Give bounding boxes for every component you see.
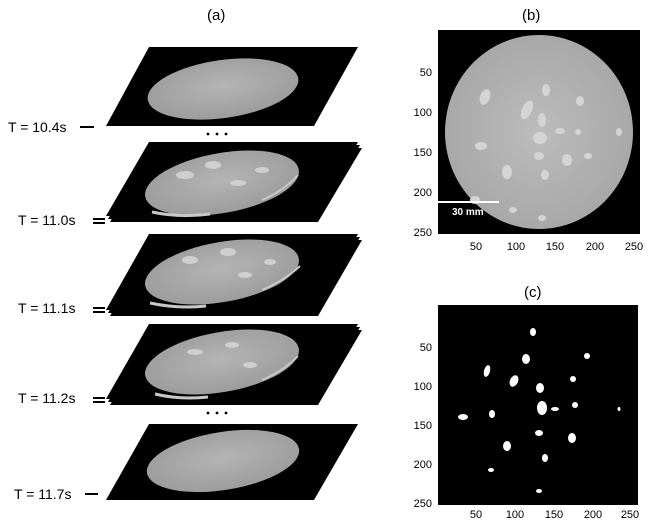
panel-b-y-ticks: 50 100 150 200 250	[414, 67, 432, 239]
panel-c-y-tick: 200	[414, 459, 432, 471]
time-label-2: T = 11.0s	[18, 212, 105, 228]
time-label-3: T = 11.1s	[18, 300, 105, 316]
ellipsis-dots-1	[206, 132, 228, 136]
time-label-4: T = 11.2s	[18, 390, 105, 406]
svg-text:T = 11.1s: T = 11.1s	[18, 300, 75, 316]
panel-a-label: (a)	[207, 7, 225, 24]
panel-c-tick-marks	[438, 345, 633, 505]
panel-b-label: (b)	[522, 7, 540, 24]
svg-text:T = 11.2s: T = 11.2s	[18, 390, 75, 406]
panel-c-image	[438, 305, 638, 505]
slice-t3	[106, 234, 362, 316]
slice-t4	[106, 324, 362, 405]
scale-bar-label: 30 mm	[452, 207, 484, 218]
panel-b-y-tick: 100	[414, 107, 432, 119]
panel-c-label: (c)	[524, 284, 542, 301]
ellipsis-dots-2	[206, 411, 228, 415]
time-label-5: T = 11.7s	[14, 486, 98, 502]
panel-b-x-tick: 250	[625, 241, 643, 253]
panel-b-y-tick: 250	[414, 227, 432, 239]
panel-c-x-tick: 100	[506, 509, 524, 520]
panel-c-x-tick: 250	[621, 509, 639, 520]
panel-b-x-tick: 150	[546, 241, 564, 253]
panel-c-x-tick: 150	[545, 509, 563, 520]
panel-b-tick-marks	[438, 70, 636, 234]
panel-c-y-ticks: 50 100 150 200 250	[414, 342, 432, 510]
svg-text:T = 11.0s: T = 11.0s	[18, 212, 75, 228]
svg-text:T = 11.7s: T = 11.7s	[14, 486, 71, 502]
panel-b-y-tick: 200	[414, 187, 432, 199]
panel-c-y-tick: 150	[414, 420, 432, 432]
slice-t2	[106, 142, 362, 222]
panel-b-x-tick: 100	[507, 241, 525, 253]
slice-t1	[106, 47, 358, 126]
svg-text:T = 10.4s: T = 10.4s	[8, 119, 67, 135]
panel-c-y-tick: 250	[414, 498, 432, 510]
panel-b-x-tick: 200	[586, 241, 604, 253]
panel-c-blobs	[458, 328, 621, 493]
panel-c-y-tick: 100	[414, 381, 432, 393]
panel-c-x-ticks: 50 100 150 200 250	[470, 509, 639, 520]
time-label-1: T = 10.4s	[8, 119, 94, 135]
panel-b-bright-blobs	[470, 84, 622, 221]
panel-b-y-tick: 50	[420, 67, 432, 79]
panel-b-x-tick: 50	[470, 241, 482, 253]
panel-b-image: 30 mm	[438, 30, 640, 234]
panel-c-x-tick: 200	[584, 509, 602, 520]
panel-c-y-tick: 50	[420, 342, 432, 354]
panel-c-x-tick: 50	[470, 509, 482, 520]
panel-b-y-tick: 150	[414, 147, 432, 159]
panel-b-x-ticks: 50 100 150 200 250	[470, 241, 643, 253]
slice-t5	[106, 424, 358, 500]
